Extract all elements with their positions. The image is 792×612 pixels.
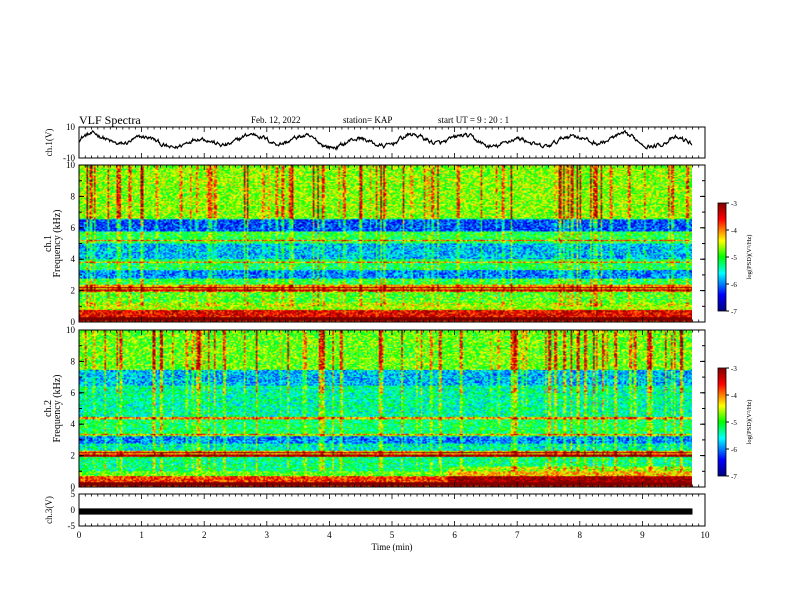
y-tick-label: 6 [71, 223, 76, 233]
colorbar-tick-label: -3 [731, 365, 737, 373]
colorbar-tick-label: -5 [731, 419, 737, 427]
spectrogram-ylabel-channel: ch.1 [43, 235, 54, 252]
colorbar-tick-label: -7 [731, 473, 737, 481]
spectrogram-ylabel: Frequency (kHz) [52, 209, 63, 277]
y-tick-label: 0 [71, 482, 76, 492]
colorbar-tick-label: -4 [731, 392, 737, 400]
spectrogram-ylabel: Frequency (kHz) [52, 374, 63, 442]
x-tick-label: 5 [390, 530, 395, 540]
figure-title: VLF Spectra [79, 113, 141, 127]
x-tick-label: 2 [202, 530, 207, 540]
y-tick-label: 10 [66, 325, 76, 335]
y-tick-label: 8 [71, 356, 76, 366]
ch1-y-tick-label: 10 [66, 122, 76, 132]
station-label: station= KAP [343, 115, 393, 125]
date-label: Feb. 12, 2022 [251, 115, 301, 125]
ch1-waveform-trace [78, 129, 693, 152]
y-tick-label: 8 [71, 191, 76, 201]
colorbar-tick-label: -4 [731, 227, 737, 235]
ch1-y-tick-label: -10 [63, 153, 75, 163]
y-tick-label: 0 [71, 317, 76, 327]
colorbar-label: log(PSD)(V²/Hz) [746, 235, 753, 280]
y-tick-label: 2 [71, 286, 76, 296]
start-ut-label: start UT = 9 : 20 : 1 [438, 115, 510, 125]
colorbar-tick-label: -5 [731, 254, 737, 262]
colorbar-2 [717, 367, 727, 477]
x-tick-label: 6 [452, 530, 457, 540]
y-tick-label: 4 [71, 419, 76, 429]
ch3-waveform-trace [79, 508, 693, 515]
x-tick-label: 8 [578, 530, 583, 540]
x-tick-label: 1 [139, 530, 144, 540]
colorbar-tick-label: -3 [731, 200, 737, 208]
colorbar-tick-label: -6 [731, 281, 737, 289]
y-tick-label: 2 [71, 451, 76, 461]
spectrogram-image-1 [79, 165, 692, 322]
x-tick-label: 7 [515, 530, 520, 540]
ch3-y-tick-label: 5 [71, 489, 76, 499]
x-tick-label: 10 [701, 530, 711, 540]
spectrogram-image-2 [79, 330, 692, 487]
colorbar-tick-label: -6 [731, 446, 737, 454]
ch3-y-tick-label: -5 [68, 521, 76, 531]
ch3-y-tick-label: 0 [71, 505, 76, 515]
y-tick-label: 10 [66, 160, 76, 170]
y-tick-label: 6 [71, 388, 76, 398]
x-tick-label: 3 [265, 530, 270, 540]
spectrogram-ylabel-channel: ch.2 [43, 400, 54, 417]
x-tick-label: 4 [327, 530, 332, 540]
colorbar-tick-label: -7 [731, 308, 737, 316]
y-tick-label: 4 [71, 254, 76, 264]
x-tick-label: 0 [77, 530, 82, 540]
colorbar-1 [717, 202, 727, 312]
ch1-waveform-ylabel: ch.1(V) [44, 129, 54, 157]
colorbar-label: log(PSD)(V²/Hz) [746, 400, 753, 445]
ch3-waveform-ylabel: ch.3(V) [44, 496, 54, 524]
x-axis-label: Time (min) [372, 542, 413, 552]
x-tick-label: 9 [640, 530, 645, 540]
